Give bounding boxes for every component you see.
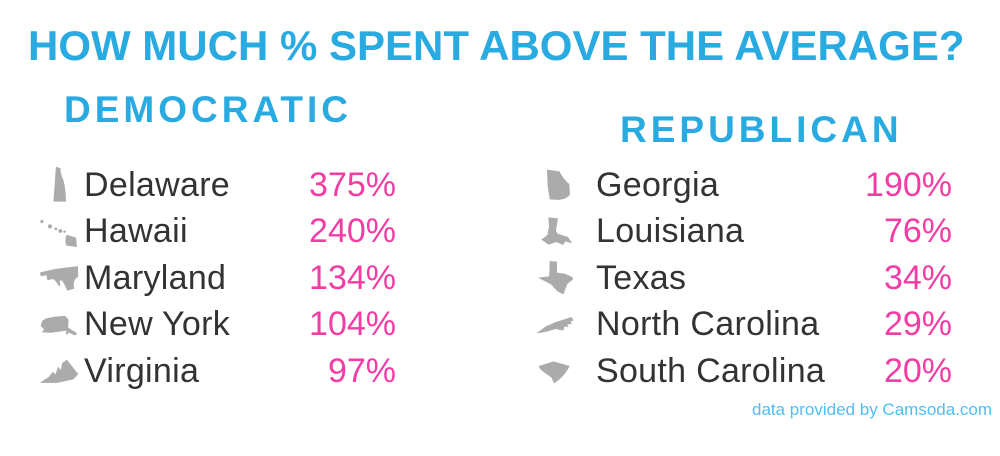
state-row: South Carolina 20% <box>528 348 952 395</box>
georgia-state-icon <box>528 163 582 207</box>
page-title: HOW MUCH % SPENT ABOVE THE AVERAGE? <box>28 22 965 69</box>
state-value: 34% <box>883 258 952 297</box>
state-value: 190% <box>865 165 952 204</box>
state-row: Hawaii 240% <box>34 209 396 256</box>
state-name: Virginia <box>84 351 200 390</box>
republican-list: Georgia 190% Louisiana 76% Texas 34% Nor… <box>528 162 952 395</box>
new-york-state-icon <box>34 303 84 347</box>
democratic-list: Delaware 375% Hawaii 240% Maryland 134% … <box>34 162 396 395</box>
state-name: Louisiana <box>596 212 745 251</box>
louisiana-state-icon <box>528 210 582 254</box>
state-row: New York 104% <box>34 302 396 349</box>
state-row: Maryland 134% <box>34 255 396 302</box>
data-source-credit: data provided by Camsoda.com <box>752 400 993 419</box>
state-row: Virginia 97% <box>34 348 396 395</box>
virginia-state-icon <box>34 349 84 393</box>
state-value: 375% <box>309 165 396 204</box>
state-row: Louisiana 76% <box>528 209 952 256</box>
state-row: Georgia 190% <box>528 162 952 209</box>
state-row: Delaware 375% <box>34 162 396 209</box>
state-name: Hawaii <box>84 212 188 251</box>
state-value: 29% <box>883 305 952 344</box>
state-name: Maryland <box>84 258 227 297</box>
hawaii-state-icon <box>34 210 84 254</box>
democratic-header: DEMOCRATIC <box>64 89 353 130</box>
north-carolina-state-icon <box>528 303 582 347</box>
state-name: North Carolina <box>596 305 820 344</box>
state-name: South Carolina <box>596 351 826 390</box>
state-row: North Carolina 29% <box>528 302 952 349</box>
south-carolina-state-icon <box>528 349 582 393</box>
state-value: 134% <box>309 258 396 297</box>
state-value: 97% <box>327 351 396 390</box>
state-name: Georgia <box>596 165 720 204</box>
state-name: New York <box>84 305 231 344</box>
state-name: Texas <box>596 258 687 297</box>
state-value: 76% <box>883 212 952 251</box>
state-row: Texas 34% <box>528 255 952 302</box>
state-value: 240% <box>309 212 396 251</box>
maryland-state-icon <box>34 256 84 300</box>
state-value: 104% <box>309 305 396 344</box>
texas-state-icon <box>528 256 582 300</box>
republican-header: REPUBLICAN <box>620 109 903 150</box>
delaware-state-icon <box>34 163 84 207</box>
state-value: 20% <box>883 351 952 390</box>
state-name: Delaware <box>84 165 231 204</box>
